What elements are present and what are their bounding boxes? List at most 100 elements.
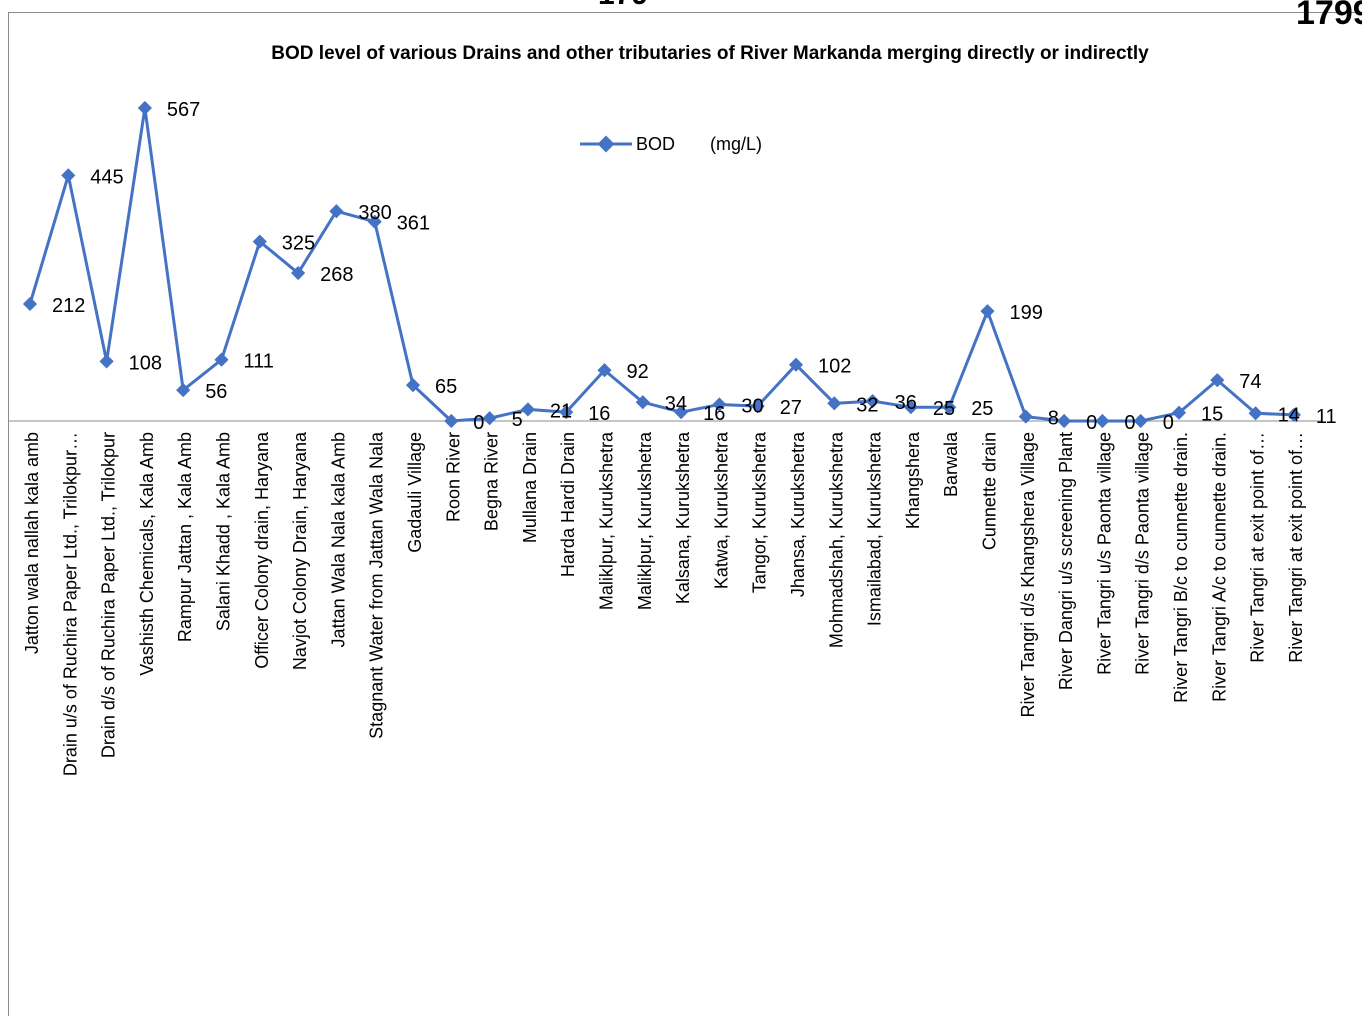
- data-point: [1018, 409, 1033, 424]
- data-label: 25: [933, 398, 955, 420]
- category-label: Cunnette drain: [980, 432, 1000, 550]
- data-label: 567: [167, 99, 200, 121]
- data-point: [980, 304, 995, 319]
- data-label: 16: [588, 403, 610, 425]
- data-point: [291, 265, 306, 281]
- data-label: 108: [129, 352, 162, 374]
- data-point: [788, 357, 804, 372]
- data-point: [1133, 413, 1148, 429]
- data-point: [712, 397, 727, 412]
- data-point: [137, 100, 152, 116]
- category-label: Navjot Colony Drain, Haryana: [290, 431, 310, 670]
- category-label: Khangshera: [903, 431, 923, 529]
- category-label: Mohmadshah, Kurukshetra: [826, 431, 846, 648]
- data-label: 56: [205, 381, 227, 403]
- legend-swatch: [580, 135, 632, 153]
- category-label: Salani Khadd , Kala Amb: [214, 432, 234, 631]
- data-label: 30: [741, 395, 763, 417]
- category-label: Maliklpur, Kurukshetra: [635, 431, 655, 610]
- data-label: 8: [1048, 408, 1059, 430]
- data-point: [61, 168, 76, 183]
- data-label: 0: [473, 412, 484, 434]
- category-label: River Dangri u/s screening Plant: [1056, 432, 1076, 690]
- data-point: [176, 383, 191, 398]
- page-number-top: 179: [598, 0, 648, 12]
- category-label: Barwala: [941, 431, 961, 497]
- data-point: [1171, 405, 1187, 420]
- data-label: 15: [1201, 404, 1223, 426]
- category-label: River Tangri u/s Paonta village: [1094, 432, 1114, 675]
- data-point: [520, 402, 535, 417]
- data-label: 199: [1010, 302, 1043, 324]
- data-label: 361: [397, 213, 430, 235]
- data-point: [1286, 407, 1301, 422]
- category-label: Tangor, Kurukshetra: [750, 431, 770, 593]
- data-label: 36: [895, 392, 917, 414]
- data-label: 65: [435, 376, 457, 398]
- data-label: 325: [282, 233, 315, 255]
- category-label: River Tangri d/s Paonta village: [1133, 432, 1153, 675]
- data-point: [865, 394, 880, 409]
- data-label: 16: [703, 403, 725, 425]
- data-label: 92: [627, 361, 649, 383]
- data-label: 11: [1316, 406, 1337, 428]
- data-point: [903, 400, 918, 415]
- data-label: 74: [1239, 371, 1261, 393]
- chart-title: BOD level of various Drains and other tr…: [271, 43, 1149, 64]
- data-label: 14: [1278, 404, 1300, 426]
- data-label: 380: [358, 202, 391, 224]
- category-label: Mullana Drain: [520, 432, 540, 543]
- data-label: 5: [512, 409, 523, 431]
- category-label: Drain d/s of Ruchira Paper Ltd., Trilokp…: [99, 432, 119, 758]
- data-point: [674, 405, 689, 420]
- data-label: 27: [780, 397, 802, 419]
- category-label: River Tangri B/c to cunnette drain.: [1171, 432, 1191, 703]
- category-label: Jhansa, Kurukshetra: [788, 431, 808, 597]
- category-label: Stagnant Water from Jattan Wala Nala: [367, 431, 387, 739]
- data-point: [635, 395, 650, 410]
- data-point: [1095, 413, 1110, 429]
- data-label: 102: [818, 356, 851, 378]
- series-line: [28, 106, 1294, 423]
- data-label: 212: [52, 295, 85, 317]
- category-label: Jatton wala nallah kala amb: [22, 432, 42, 654]
- category-label: River Tangri A/c to cunnette drain.: [1209, 432, 1229, 702]
- data-label: 25: [971, 398, 993, 420]
- category-label: Vashisth Chemicals, Kala Amb: [137, 432, 157, 676]
- data-label: 0: [1124, 412, 1135, 434]
- data-label: 111: [244, 351, 274, 373]
- category-label: River Tangri at exit point of…: [1248, 432, 1268, 663]
- category-label: Katwa, Kurukshetra: [711, 431, 731, 589]
- data-label: 0: [1163, 412, 1174, 434]
- data-point: [1210, 373, 1225, 388]
- data-point: [214, 352, 229, 367]
- category-label: Harda Hardi Drain: [558, 432, 578, 577]
- chart-frame: [8, 12, 1362, 1016]
- data-label: 32: [856, 394, 878, 416]
- legend: BOD (mg/L): [578, 131, 762, 157]
- data-label: 34: [665, 393, 687, 415]
- data-point: [1057, 413, 1072, 429]
- category-label: Jattan Wala Nala kala Amb: [328, 432, 348, 647]
- data-label: 268: [320, 264, 353, 286]
- data-point: [559, 405, 574, 420]
- category-label: River Tangri d/s Khangshera Village: [1018, 432, 1038, 718]
- category-label: Drain u/s of Ruchira Paper Ltd., Trilokp…: [60, 432, 80, 776]
- data-point: [22, 296, 38, 312]
- data-point: [827, 396, 842, 411]
- data-point: [99, 354, 114, 369]
- category-label: River Tangri at exit point of…: [1286, 432, 1306, 663]
- category-label: Officer Colony drain, Haryana: [252, 431, 272, 669]
- legend-label: BOD (mg/L): [636, 133, 763, 154]
- category-label: Maliklpur, Kurukshetra: [597, 431, 617, 610]
- data-point: [1248, 406, 1263, 421]
- data-point: [942, 400, 957, 415]
- data-point: [405, 378, 421, 393]
- category-label: Kalsana, Kurukshetra: [673, 431, 693, 604]
- data-label: 0: [1086, 412, 1097, 434]
- data-label: 445: [90, 166, 123, 188]
- data-point: [750, 399, 765, 414]
- category-label: Begna River: [482, 432, 502, 531]
- page-number-right: 1799: [1296, 0, 1362, 32]
